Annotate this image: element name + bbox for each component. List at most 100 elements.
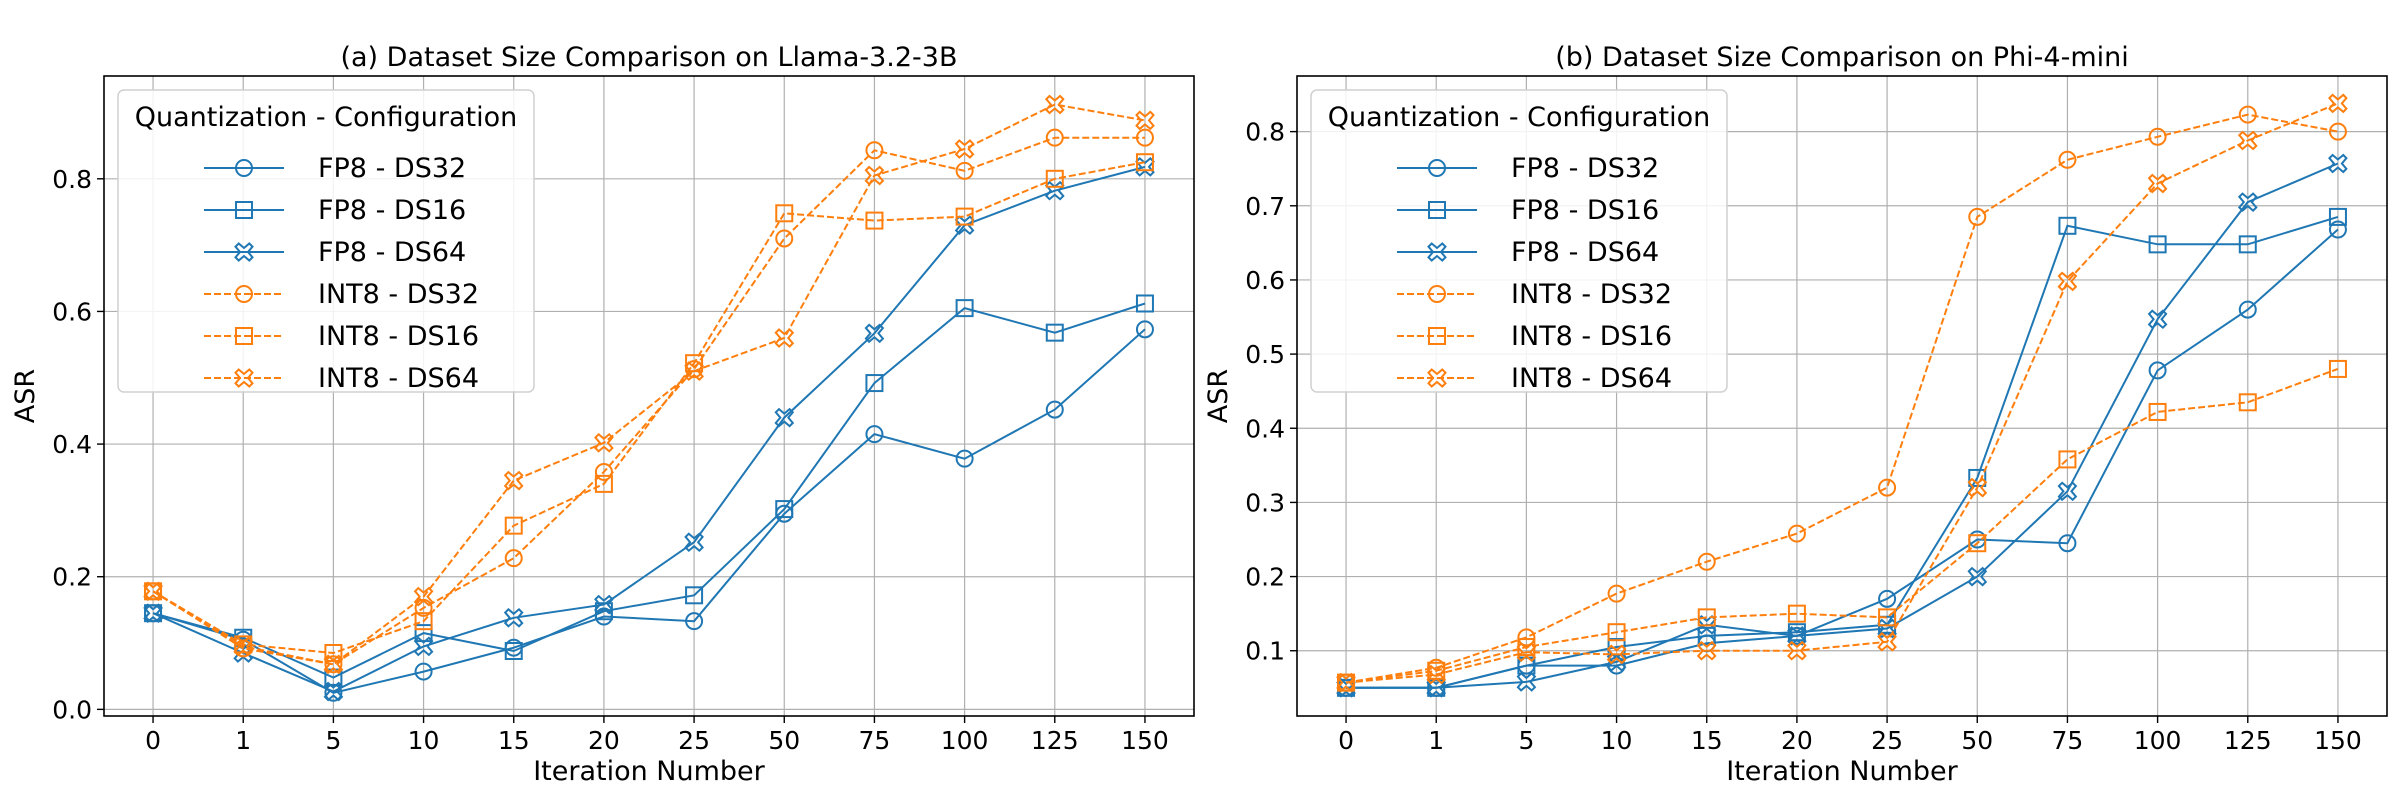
legend-title: Quantization - Configuration (1328, 102, 1711, 133)
legend-label: FP8 - DS16 (1511, 195, 1659, 226)
series-line (1346, 162, 2339, 689)
data-point (2057, 481, 2078, 502)
data-point (1135, 128, 1154, 147)
series-b-int8-ds16 (1337, 359, 2347, 692)
data-point (1135, 320, 1154, 339)
y-tick-label: 0.6 (52, 297, 92, 326)
data-point (594, 432, 614, 453)
legend-box (1310, 89, 1728, 393)
x-tick-label: 25 (1871, 726, 1903, 755)
data-point (685, 612, 704, 631)
x-tick-label: 5 (1518, 726, 1534, 755)
y-tick-label: 0.0 (52, 695, 92, 724)
data-point (1045, 128, 1064, 147)
series-a-int8-ds64 (143, 94, 1155, 675)
data-point (1135, 110, 1155, 131)
legend-label: INT8 - DS32 (318, 279, 479, 310)
data-point (1878, 478, 1897, 497)
y-tick-label: 0.3 (1245, 488, 1285, 517)
x-tick-label: 20 (588, 726, 620, 755)
data-point (503, 607, 524, 628)
y-tick-label: 0.1 (1245, 637, 1285, 666)
x-tick-label: 20 (1781, 726, 1813, 755)
data-point (414, 662, 433, 681)
data-point (414, 612, 433, 631)
legend-marker (1427, 368, 1447, 388)
data-point (2328, 93, 2348, 114)
data-point (2058, 150, 2077, 169)
legend-label: INT8 - DS64 (1511, 363, 1672, 394)
y-axis-label-a: ASR (10, 369, 41, 423)
data-point (144, 582, 163, 601)
legend-label: FP8 - DS64 (318, 237, 466, 268)
data-point (1044, 180, 1065, 201)
data-point (1697, 608, 1716, 627)
y-tick-label: 0.6 (1245, 266, 1285, 295)
data-point (864, 323, 885, 344)
y-tick-label: 0.5 (1245, 340, 1285, 369)
legend-label: FP8 - DS16 (318, 195, 466, 226)
legend-entry: INT8 - DS16 (204, 321, 479, 352)
x-tick-label: 10 (1601, 726, 1633, 755)
series-line (1345, 367, 2339, 684)
plot-frame-b (1296, 75, 2388, 717)
x-tick-label: 25 (678, 726, 710, 755)
data-point (1135, 294, 1154, 313)
data-point (1697, 552, 1716, 571)
data-point (684, 532, 704, 553)
data-point (2328, 122, 2347, 141)
legend-label: INT8 - DS32 (1511, 279, 1672, 310)
data-point (1878, 608, 1897, 627)
data-point (324, 655, 343, 674)
data-point (2238, 105, 2257, 124)
x-tick-label: 125 (2224, 726, 2272, 755)
panel-b-phi: 0 1 5 10 15 20 25 50 75 100 125 1500.10.20.30.40.50… (1203, 42, 2388, 787)
x-tick-label: 1 (1428, 726, 1444, 755)
data-point (955, 299, 974, 318)
data-point (1787, 524, 1806, 543)
legend-entry: INT8 - DS16 (1397, 321, 1672, 352)
data-point (1337, 673, 1356, 692)
x-tick-label: 100 (941, 726, 989, 755)
data-point (1044, 94, 1065, 115)
data-point (1967, 477, 1988, 498)
data-point (775, 204, 794, 223)
legend-label: FP8 - DS64 (1511, 237, 1659, 268)
data-point (1877, 618, 1897, 639)
panel-a-llama: 0 1 5 10 15 20 25 50 75 100 125 1500.00.20.40.60.8(… (10, 42, 1195, 787)
x-tick-label: 125 (1031, 726, 1079, 755)
data-point (684, 361, 704, 381)
legend-entry: INT8 - DS64 (1397, 363, 1672, 394)
series-a-fp8-ds16 (144, 294, 1154, 687)
data-point (1135, 157, 1155, 177)
data-point (1968, 534, 1987, 553)
legend-entry: FP8 - DS64 (1397, 237, 1659, 268)
y-tick-label: 0.8 (52, 165, 92, 194)
data-point (1968, 207, 1987, 226)
data-point (1787, 604, 1806, 623)
data-point (1878, 589, 1897, 608)
data-point (774, 407, 795, 428)
y-axis-label-b: ASR (1203, 369, 1234, 423)
legend-entry: FP8 - DS32 (204, 153, 466, 184)
data-point (1045, 323, 1064, 342)
chart-title-a: (a) Dataset Size Comparison on Llama-3.2… (340, 42, 957, 73)
legend-marker (1428, 285, 1446, 303)
legend-entry: FP8 - DS16 (1397, 195, 1659, 226)
x-tick-label: 50 (1961, 726, 1993, 755)
data-point (594, 594, 614, 615)
data-point (1336, 672, 1356, 693)
data-point (1336, 677, 1356, 698)
series-line (1345, 113, 2339, 684)
legend-entry: INT8 - DS32 (204, 279, 479, 310)
legend-label: FP8 - DS32 (1511, 153, 1659, 184)
data-point (1045, 400, 1064, 419)
data-point (1517, 628, 1536, 647)
data-point (2238, 300, 2257, 319)
data-point (2057, 271, 2078, 292)
data-point (2148, 402, 2167, 421)
data-point (2237, 192, 2258, 212)
series-a-fp8-ds32 (144, 320, 1154, 702)
y-tick-label: 0.2 (1245, 563, 1285, 592)
data-point (865, 211, 884, 230)
